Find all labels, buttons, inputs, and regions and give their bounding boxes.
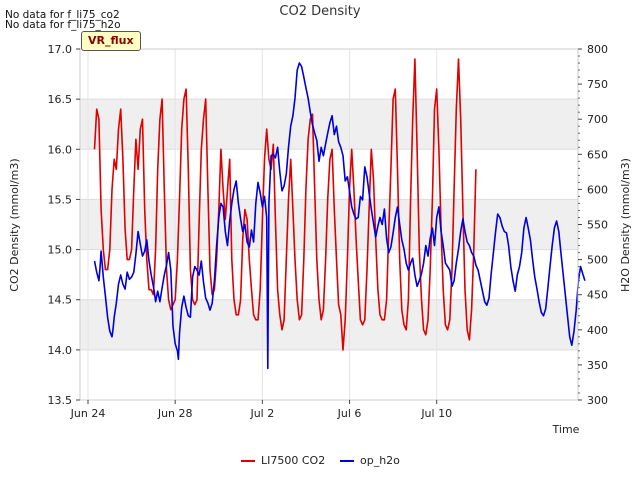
legend-label-co2: LI7500 CO2: [261, 454, 326, 467]
y2-axis-title: H2O Density (mmol/m3): [619, 158, 632, 292]
x-tick-label-1: Jun 28: [157, 407, 193, 420]
no-data-note-co2: No data for f_li75_co2: [5, 9, 120, 21]
y-tick-label-5: 16.0: [48, 143, 73, 156]
y-tick-label-2: 14.5: [48, 294, 73, 307]
legend-label-h2o: op_h2o: [360, 454, 400, 467]
y-tick-label-4: 15.5: [48, 193, 73, 206]
y2-tick-label-1: 350: [587, 359, 608, 372]
y2-tick-label-2: 400: [587, 324, 608, 337]
band-3: [80, 199, 578, 250]
y2-tick-label-4: 500: [587, 254, 608, 267]
x-tick-label-2: Jul 2: [249, 407, 274, 420]
y2-tick-label-3: 450: [587, 289, 608, 302]
y2-tick-label-0: 300: [587, 394, 608, 407]
y2-tick-label-8: 700: [587, 113, 608, 126]
y2-tick-label-6: 600: [587, 183, 608, 196]
y2-tick-label-9: 750: [587, 78, 608, 91]
y-tick-label-1: 14.0: [48, 344, 73, 357]
y2-tick-label-10: 800: [587, 43, 608, 56]
x-axis-title: Time: [552, 423, 580, 436]
y-axis-title: CO2 Density (mmol/m3): [8, 158, 21, 291]
y-tick-label-7: 17.0: [48, 43, 73, 56]
y-tick-label-0: 13.5: [48, 394, 73, 407]
x-tick-label-0: Jun 24: [70, 407, 106, 420]
y-tick-label-3: 15.0: [48, 244, 73, 257]
x-tick-label-3: Jul 6: [337, 407, 362, 420]
legend-swatch-co2: [241, 460, 255, 462]
no-data-note-h2o: No data for f_li75_h2o: [5, 19, 121, 31]
series-line-co2: [93, 58, 477, 351]
x-tick-label-4: Jul 10: [420, 407, 452, 420]
background-bands: [80, 99, 578, 350]
y-tick-label-6: 16.5: [48, 93, 73, 106]
band-1: [80, 299, 578, 350]
legend-swatch-h2o: [340, 460, 354, 462]
chart-title: CO2 Density: [279, 4, 360, 19]
legend: LI7500 CO2 op_h2o: [0, 452, 640, 470]
y2-tick-label-7: 650: [587, 148, 608, 161]
series-line-h2o: [93, 62, 586, 370]
axes: 13.5 14.0 14.5 15.0 15.5 16.0 16.5 17.0 300 350 40…: [48, 43, 609, 420]
y2-tick-label-5: 550: [587, 219, 608, 232]
series-layer: [93, 58, 586, 370]
site-badge: VR_flux: [81, 31, 141, 51]
